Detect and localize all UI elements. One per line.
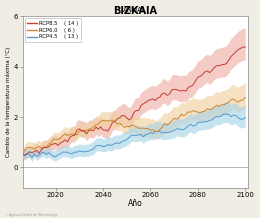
Title: BIZKAIA: BIZKAIA <box>113 5 157 15</box>
Legend: RCP8.5    ( 14 ), RCP6.0    ( 6 ), RCP4.5    ( 13 ): RCP8.5 ( 14 ), RCP6.0 ( 6 ), RCP4.5 ( 13… <box>25 18 81 42</box>
Text: ANUAL: ANUAL <box>123 7 147 13</box>
Text: © Agencia Estatal de Meteorología: © Agencia Estatal de Meteorología <box>5 213 57 217</box>
Y-axis label: Cambio de la temperatura máxima (°C): Cambio de la temperatura máxima (°C) <box>5 47 11 157</box>
X-axis label: Año: Año <box>128 199 142 208</box>
